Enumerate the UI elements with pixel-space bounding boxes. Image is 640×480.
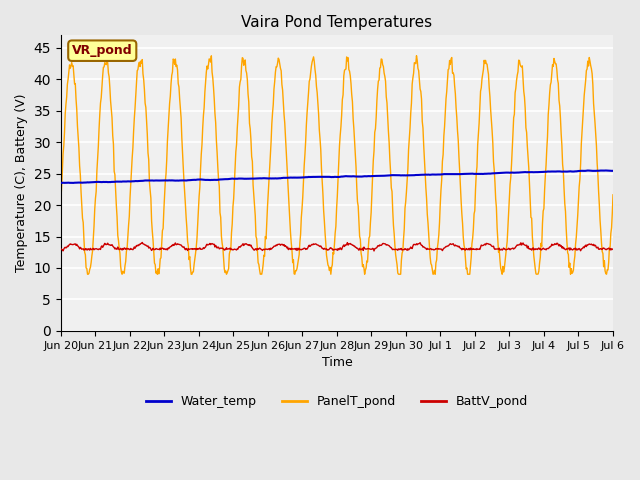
Y-axis label: Temperature (C), Battery (V): Temperature (C), Battery (V) bbox=[15, 94, 28, 272]
X-axis label: Time: Time bbox=[321, 356, 353, 369]
Text: VR_pond: VR_pond bbox=[72, 44, 132, 57]
Legend: Water_temp, PanelT_pond, BattV_pond: Water_temp, PanelT_pond, BattV_pond bbox=[141, 390, 533, 413]
Title: Vaira Pond Temperatures: Vaira Pond Temperatures bbox=[241, 15, 433, 30]
